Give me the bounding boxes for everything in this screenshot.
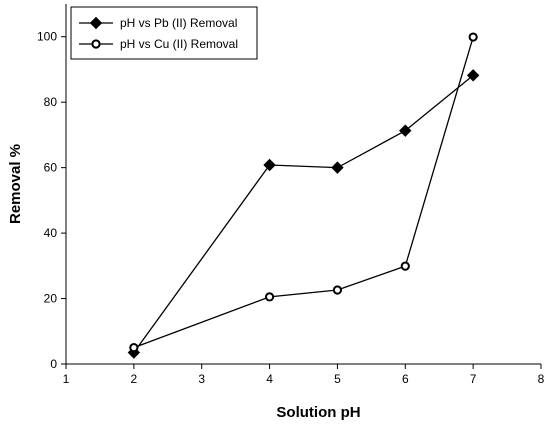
data-point: [263, 158, 276, 172]
x-tick-label: 7: [470, 372, 477, 386]
x-tick-label: 8: [538, 372, 545, 386]
data-point: [332, 285, 343, 295]
y-tick-label: 40: [44, 226, 58, 240]
data-point: [468, 32, 478, 42]
y-axis-ticks: 0 20 40 60 80 100: [37, 30, 66, 371]
y-tick-label: 0: [50, 357, 57, 371]
y-tick-label: 80: [44, 95, 58, 109]
data-point: [331, 161, 344, 174]
y-tick-label: 60: [44, 161, 58, 175]
series-line: [133, 36, 474, 349]
legend-item: pH vs Pb (II) Removal: [79, 16, 237, 30]
series-line: [133, 74, 474, 353]
x-tick-label: 1: [63, 372, 70, 386]
axes: [65, 4, 541, 365]
data-point: [399, 124, 412, 137]
y-tick-label: 100: [37, 30, 57, 44]
legend: pH vs Pb (II) Removal pH vs Cu (II) Remov…: [70, 6, 258, 60]
legend-marker: [89, 16, 103, 30]
legend-box: [70, 6, 258, 60]
legend-item: pH vs Cu (II) Removal: [79, 37, 238, 51]
x-axis-label: Solution pH: [276, 404, 360, 421]
series-2: [129, 32, 478, 353]
x-tick-label: 5: [334, 372, 341, 386]
legend-label: pH vs Cu (II) Removal: [120, 37, 238, 51]
legend-label: pH vs Pb (II) Removal: [120, 16, 237, 30]
x-axis-ticks: 1 2 3 4 5 6 7 8: [63, 364, 545, 386]
x-tick-label: 3: [198, 372, 205, 386]
data-point: [466, 69, 480, 82]
data-point: [129, 343, 139, 353]
series-layer: [127, 32, 480, 359]
x-tick-label: 4: [266, 372, 273, 386]
y-axis-label: Removal %: [7, 144, 24, 224]
legend-marker: [91, 39, 101, 49]
x-tick-label: 6: [402, 372, 409, 386]
series-1: [127, 69, 480, 359]
y-tick-label: 20: [44, 292, 58, 306]
data-point: [264, 292, 275, 302]
data-point: [400, 261, 410, 271]
x-tick-label: 2: [131, 372, 138, 386]
